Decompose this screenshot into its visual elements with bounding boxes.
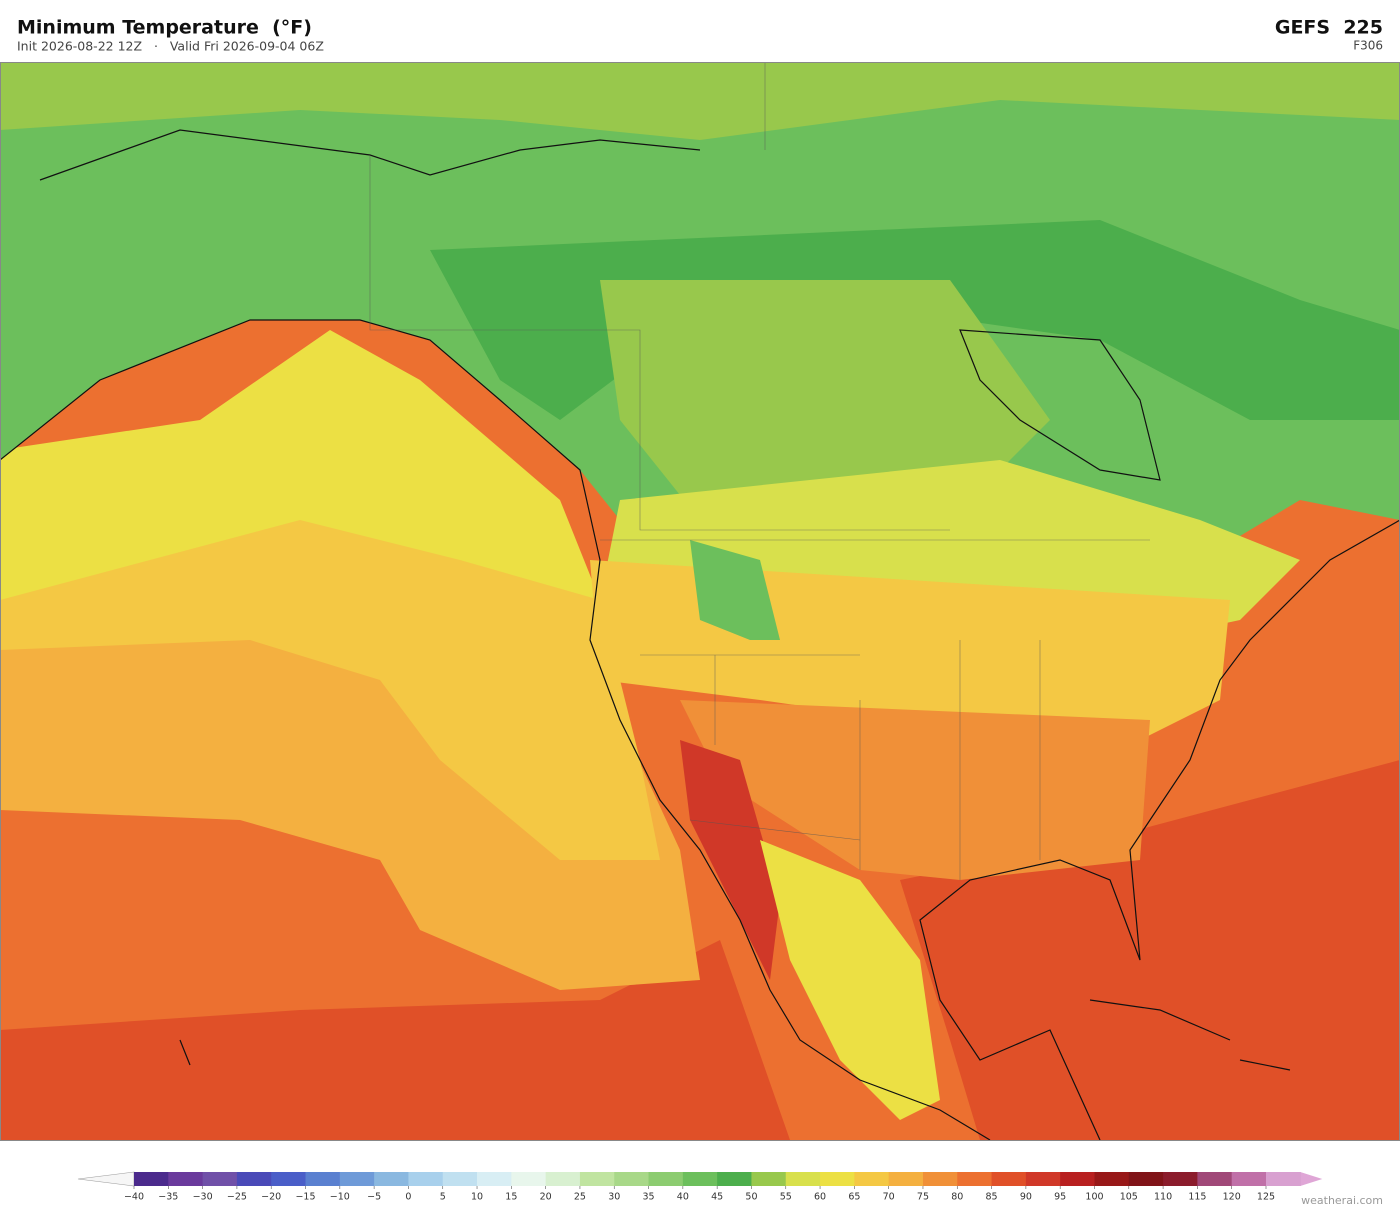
colorbar-tick-label: −10: [330, 1192, 350, 1203]
border: [369, 62, 1150, 880]
colorbar-box: [477, 1172, 512, 1186]
colorbar-box: [1128, 1172, 1164, 1186]
colorbar-tick-label: −25: [227, 1192, 247, 1203]
colorbar-tick-label: −5: [367, 1192, 381, 1203]
colorbar-tick-label: 100: [1085, 1192, 1103, 1203]
colorbar-tick-label: 40: [677, 1192, 689, 1203]
forecast-hour: F306: [1353, 39, 1383, 53]
field: [680, 740, 780, 980]
colorbar-tick-label: 95: [1054, 1192, 1066, 1203]
colorbar-tick-label: 125: [1257, 1192, 1275, 1203]
colorbar-box: [374, 1172, 409, 1186]
title: Minimum Temperature (°F): [17, 17, 312, 39]
colorbar-tick-label: −20: [261, 1192, 281, 1203]
colorbar-box: [408, 1172, 444, 1186]
colorbar-box: [545, 1172, 581, 1186]
watermark: weatherai.com: [1301, 1194, 1383, 1207]
colorbar-box: [442, 1172, 478, 1186]
colorbar-tick-label: 105: [1120, 1192, 1138, 1203]
colorbar-box: [957, 1172, 993, 1186]
colorbar-tick-label: −35: [158, 1192, 178, 1203]
colorbar-box: [922, 1172, 958, 1186]
field: [0, 940, 790, 1140]
field: [680, 700, 1150, 880]
colorbar-over: [1300, 1172, 1323, 1186]
colorbar-tick-label: −30: [193, 1192, 213, 1203]
field: [0, 62, 1400, 140]
field: [0, 480, 660, 860]
colorbar-box: [717, 1172, 752, 1186]
colorbar-tick-label: 35: [642, 1192, 654, 1203]
coastline: [0, 129, 1400, 1140]
colorbar-tick-label: 0: [405, 1192, 411, 1203]
colorbar-box: [579, 1172, 615, 1186]
colorbar-box: [511, 1172, 547, 1186]
colorbar-box: [1163, 1172, 1198, 1186]
field: [690, 540, 780, 640]
model-name: GEFS 225: [1275, 17, 1383, 39]
colorbar-box: [751, 1172, 787, 1186]
field: [760, 840, 940, 1120]
colorbar-tick-label: 25: [574, 1192, 586, 1203]
colorbar-box: [1266, 1172, 1301, 1186]
colorbar-box: [134, 1172, 169, 1186]
colorbar-box: [1060, 1172, 1095, 1186]
colorbar-box: [1094, 1172, 1130, 1186]
colorbar-box: [888, 1172, 924, 1186]
colorbar-box: [168, 1172, 204, 1186]
colorbar-tick-label: 85: [986, 1192, 998, 1203]
field: [0, 330, 600, 600]
colorbar-tick-label: 120: [1223, 1192, 1241, 1203]
colorbar-box: [202, 1172, 238, 1186]
colorbar-box: [305, 1172, 341, 1186]
colorbar-tick-label: 20: [540, 1192, 552, 1203]
colorbar-tick-label: 30: [608, 1192, 620, 1203]
colorbar-tick-label: 5: [440, 1192, 446, 1203]
colorbar-tick-label: 55: [780, 1192, 792, 1203]
colorbar-box: [648, 1172, 684, 1186]
colorbar-tick-label: 115: [1188, 1192, 1206, 1203]
colorbar-tick-label: 60: [814, 1192, 826, 1203]
colorbar-box: [614, 1172, 650, 1186]
colorbar-box: [271, 1172, 307, 1186]
colorbar-tick-label: −15: [295, 1192, 315, 1203]
colorbar-tick-label: −40: [124, 1192, 144, 1203]
colorbar-tick-label: 80: [951, 1192, 963, 1203]
colorbar-box: [236, 1172, 272, 1186]
coastline: [179, 999, 1291, 1071]
colorbar-box: [785, 1172, 821, 1186]
colorbar-box: [682, 1172, 718, 1186]
colorbar-tick-label: 70: [883, 1192, 895, 1203]
colorbar-box: [1025, 1172, 1061, 1186]
colorbar-tick-label: 15: [505, 1192, 517, 1203]
colorbar-box: [1197, 1172, 1233, 1186]
colorbar-tick-label: 10: [471, 1192, 483, 1203]
field: [600, 280, 1050, 520]
colorbar-tick-label: 45: [711, 1192, 723, 1203]
colorbar-box: [854, 1172, 890, 1186]
colorbar-tick-label: 110: [1154, 1192, 1172, 1203]
colorbar: −40 −35 −30 −25 −20 −15 −10 −5 0 5 10 15 20 25 30 35 40 4…: [77, 1171, 1323, 1203]
subtitle: Init 2026-08-22 12Z · Valid Fri 2026-09-…: [17, 39, 324, 54]
colorbar-tick-label: 90: [1020, 1192, 1032, 1203]
colorbar-tick-label: 75: [917, 1192, 929, 1203]
colorbar-box: [1231, 1172, 1267, 1186]
colorbar-tick-label: 50: [745, 1192, 757, 1203]
colorbar-box: [991, 1172, 1027, 1186]
colorbar-box: [820, 1172, 855, 1186]
colorbar-tick-label: 65: [848, 1192, 860, 1203]
map: [0, 62, 1400, 1141]
colorbar-box: [339, 1172, 375, 1186]
